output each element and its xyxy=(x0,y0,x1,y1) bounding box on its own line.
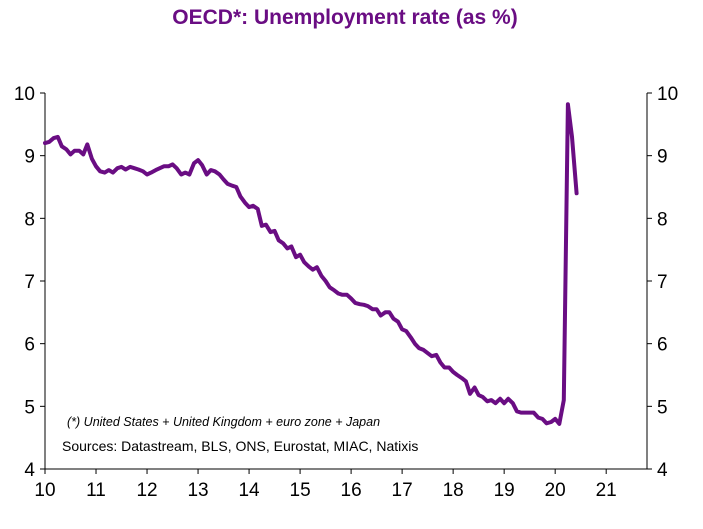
chart-sources: Sources: Datastream, BLS, ONS, Eurostat,… xyxy=(62,438,418,454)
y-tick-label-right: 7 xyxy=(657,272,668,293)
plot-area xyxy=(43,102,579,426)
x-tick-label: 12 xyxy=(136,480,157,501)
y-tick-label: 10 xyxy=(14,84,35,105)
y-tick-label-right: 10 xyxy=(657,84,678,105)
x-tick-label: 18 xyxy=(443,480,464,501)
x-tick-label: 17 xyxy=(392,480,413,501)
axes xyxy=(44,93,648,470)
y-tick-label: 9 xyxy=(24,147,35,168)
y-axis-left: 4 5 6 7 8 9 10 xyxy=(14,84,45,481)
y-tick-label: 7 xyxy=(24,272,35,293)
y-axis-right: 4 5 6 7 8 9 10 xyxy=(647,84,678,481)
x-tick-label: 14 xyxy=(238,480,260,501)
y-tick-label: 5 xyxy=(24,397,35,418)
y-tick-label-right: 5 xyxy=(657,397,668,418)
x-tick-label: 15 xyxy=(290,480,311,501)
y-tick-label-right: 4 xyxy=(657,460,668,481)
x-axis: 10 11 12 13 14 15 16 17 18 19 20 21 xyxy=(34,469,617,501)
y-tick-label: 6 xyxy=(24,335,35,356)
series-line xyxy=(43,102,579,426)
y-tick-label: 8 xyxy=(24,209,35,230)
x-tick-label: 13 xyxy=(187,480,208,501)
x-tick-label: 21 xyxy=(596,480,617,501)
y-tick-label-right: 9 xyxy=(657,147,668,168)
x-tick-label: 16 xyxy=(341,480,362,501)
chart-footnote: (*) United States + United Kingdom + eur… xyxy=(67,415,380,429)
y-tick-label-right: 8 xyxy=(657,209,668,230)
x-tick-label: 10 xyxy=(34,480,55,501)
y-tick-label: 4 xyxy=(24,460,35,481)
x-tick-label: 19 xyxy=(494,480,515,501)
x-tick-label: 11 xyxy=(86,480,106,501)
x-tick-label: 20 xyxy=(545,480,566,501)
chart-title: OECD*: Unemployment rate (as %) xyxy=(172,6,517,29)
y-tick-label-right: 6 xyxy=(657,335,668,356)
